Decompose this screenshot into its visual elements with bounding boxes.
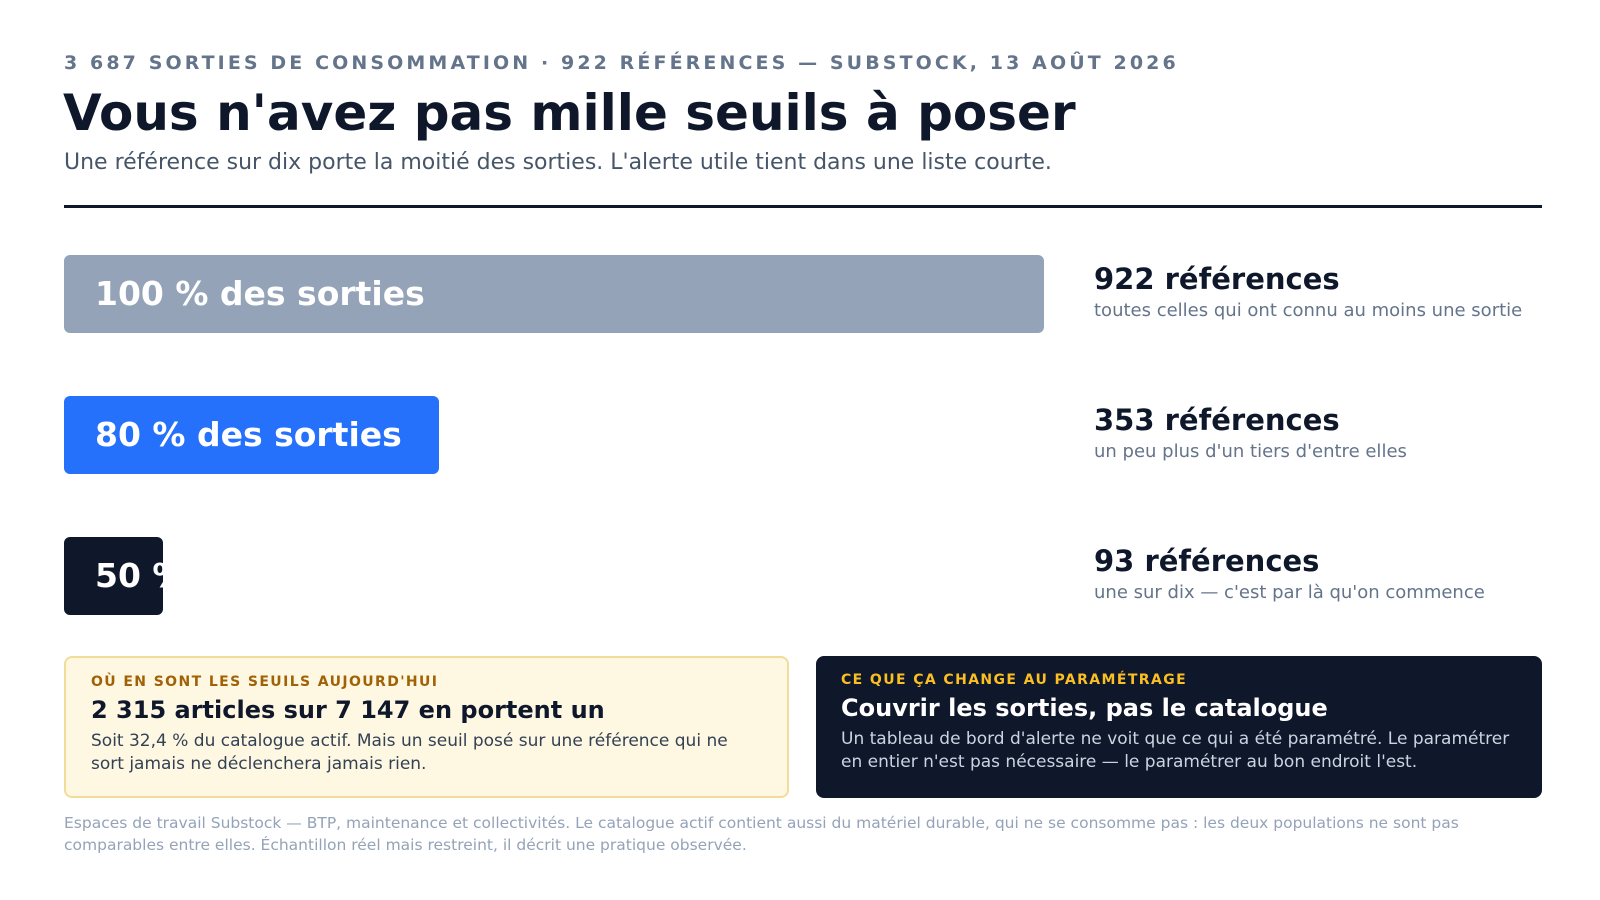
bar-100-percent <box>64 255 1044 333</box>
card-heading: Couvrir les sorties, pas le catalogue <box>841 694 1328 722</box>
bar-50-percent <box>64 537 163 615</box>
bar-label-100-percent: 100 % des sorties <box>95 274 425 313</box>
bar-80-percent <box>64 396 439 474</box>
value-label-922: 922 références <box>1094 262 1340 296</box>
value-description-2: un peu plus d'un tiers d'entre elles <box>1094 441 1407 462</box>
value-description-3: une sur dix — c'est par là qu'on commenc… <box>1094 582 1485 603</box>
value-label-353: 353 références <box>1094 403 1340 437</box>
page-subtitle: Une référence sur dix porte la moitié de… <box>64 150 1052 175</box>
card-body: Un tableau de bord d'alerte ne voit que … <box>841 729 1510 772</box>
bar-label-50-percent: 50 % des sorties <box>95 556 402 595</box>
bar-note-1: 922 références toutes celles qui ont con… <box>1094 262 1522 321</box>
card-tag: CE QUE ÇA CHANGE AU PARAMÉTRAGE <box>841 672 1188 688</box>
chart-kicker: 3 687 SORTIES DE CONSOMMATION · 922 RÉFÉ… <box>64 52 1179 74</box>
card-current-thresholds: OÙ EN SONT LES SEUILS AUJOURD'HUI 2 315 … <box>64 656 789 798</box>
footnote: Espaces de travail Substock — BTP, maint… <box>64 814 1459 854</box>
card-configuration-impact: CE QUE ÇA CHANGE AU PARAMÉTRAGE Couvrir … <box>816 656 1542 798</box>
header-divider <box>64 205 1542 208</box>
value-description-1: toutes celles qui ont connu au moins une… <box>1094 300 1523 321</box>
card-body: Soit 32,4 % du catalogue actif. Mais un … <box>91 731 728 774</box>
value-label-93: 93 références <box>1094 544 1320 578</box>
page-title: Vous n'avez pas mille seuils à poser <box>63 84 1076 142</box>
bar-note-2: 353 références un peu plus d'un tiers d'… <box>1094 403 1407 462</box>
card-tag: OÙ EN SONT LES SEUILS AUJOURD'HUI <box>91 674 439 690</box>
bar-note-3: 93 références une sur dix — c'est par là… <box>1094 544 1485 603</box>
card-heading: 2 315 articles sur 7 147 en portent un <box>91 696 605 724</box>
bar-label-80-percent: 80 % des sorties <box>95 415 402 454</box>
